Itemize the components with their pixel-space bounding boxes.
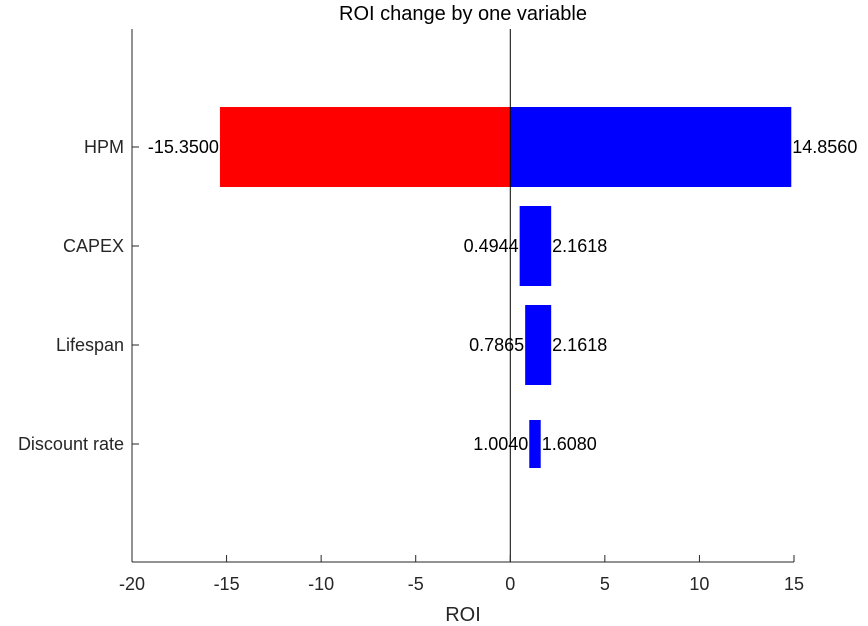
x-tick-label: -5	[408, 574, 424, 594]
x-ticks-group: -20 -15 -10 -5 0 5 10 15	[119, 555, 804, 594]
bar-positive-3	[529, 420, 541, 468]
x-tick-label: 5	[600, 574, 610, 594]
x-tick-label: -20	[119, 574, 145, 594]
data-label-high: 1.6080	[542, 434, 597, 454]
bar-positive-1	[519, 206, 552, 286]
bars-group	[219, 107, 792, 468]
data-label-low: 1.0040	[473, 434, 528, 454]
bar-positive-0	[510, 107, 792, 187]
chart-title: ROI change by one variable	[339, 3, 587, 25]
bar-positive-2	[525, 305, 552, 385]
data-label-low: -15.3500	[148, 137, 219, 157]
y-tick-label: Discount rate	[18, 434, 124, 454]
x-tick-label: 15	[784, 574, 804, 594]
bar-negative-0	[219, 107, 511, 187]
y-ticks-group: HPM CAPEX Lifespan Discount rate	[18, 137, 139, 454]
data-label-high: 2.1618	[552, 335, 607, 355]
data-label-low: 0.7865	[469, 335, 524, 355]
y-tick-label: CAPEX	[63, 236, 124, 256]
x-tick-label: 0	[505, 574, 515, 594]
x-axis-label: ROI	[445, 604, 481, 626]
x-tick-label: -10	[308, 574, 334, 594]
y-tick-label: Lifespan	[56, 335, 124, 355]
data-label-high: 14.8560	[792, 137, 857, 157]
x-tick-label: 10	[689, 574, 709, 594]
data-label-high: 2.1618	[552, 236, 607, 256]
y-tick-label: HPM	[84, 137, 124, 157]
data-labels-group: -15.3500 14.8560 0.4944 2.1618 0.7865 2.1618 1…	[148, 137, 857, 454]
x-tick-label: -15	[214, 574, 240, 594]
data-label-low: 0.4944	[464, 236, 519, 256]
